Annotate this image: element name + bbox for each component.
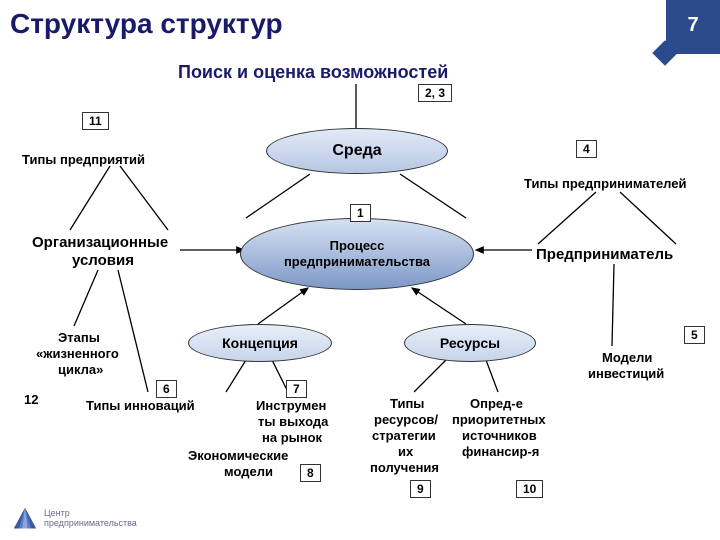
text-prio1: Опред-е — [470, 396, 523, 411]
node-environment-label: Среда — [332, 142, 381, 160]
text-lifecycle1: Этапы — [58, 330, 100, 345]
text-types_entre: Типы предпринимателей — [524, 176, 687, 191]
node-concept-label: Концепция — [222, 335, 298, 351]
text-res_types5: получения — [370, 460, 439, 475]
footer-line-2: предпринимательства — [44, 519, 137, 529]
num-box-n11: 11 — [82, 112, 109, 130]
slide: 7 Структура структур Поиск и оценка возм… — [0, 0, 720, 540]
text-instr3: на рынок — [262, 430, 322, 445]
node-resources-label: Ресурсы — [440, 335, 500, 351]
text-res_types2: ресурсов/ — [374, 412, 438, 427]
num-box-n10: 10 — [516, 480, 543, 498]
text-lifecycle2: «жизненного — [36, 346, 119, 361]
text-org_cond2: условия — [72, 252, 134, 269]
num-box-n5: 5 — [684, 326, 705, 344]
text-org_cond1: Организационные — [32, 234, 168, 251]
text-res_types1: Типы — [390, 396, 424, 411]
slide-title: Структура структур — [10, 8, 283, 40]
num-box-n1: 1 — [350, 204, 371, 222]
text-invest1: Модели — [602, 350, 652, 365]
logo-icon — [12, 506, 38, 532]
num-box-n8: 8 — [300, 464, 321, 482]
text-prio2: приоритетных — [452, 412, 546, 427]
footer-text: Центр предпринимательства — [44, 509, 137, 529]
node-environment: Среда — [266, 128, 448, 174]
num-n12: 12 — [24, 392, 38, 407]
num-box-n7: 7 — [286, 380, 307, 398]
text-lifecycle3: цикла» — [58, 362, 103, 377]
num-box-n4: 4 — [576, 140, 597, 158]
text-prio4: финансир-я — [462, 444, 539, 459]
node-process-label-1: Процесс — [284, 238, 430, 254]
num-box-n23: 2, 3 — [418, 84, 452, 102]
node-process-label-2: предпринимательства — [284, 254, 430, 270]
text-types_ent: Типы предприятий — [22, 152, 145, 167]
text-res_types3: стратегии — [372, 428, 436, 443]
text-econ2: модели — [224, 464, 273, 479]
node-process: Процесс предпринимательства — [240, 218, 474, 290]
text-invest2: инвестиций — [588, 366, 664, 381]
num-box-n6: 6 — [156, 380, 177, 398]
page-number: 7 — [680, 14, 706, 37]
slide-subtitle: Поиск и оценка возможностей — [178, 62, 448, 83]
text-instr2: ты выхода — [258, 414, 328, 429]
node-resources: Ресурсы — [404, 324, 536, 362]
text-instr1: Инструмен — [256, 398, 326, 413]
node-concept: Концепция — [188, 324, 332, 362]
text-res_types4: их — [398, 444, 413, 459]
text-prio3: источников — [462, 428, 537, 443]
text-innov: Типы инноваций — [86, 398, 195, 413]
text-econ1: Экономические — [188, 448, 288, 463]
text-entrepreneur: Предприниматель — [536, 246, 673, 263]
footer: Центр предпринимательства — [12, 506, 137, 532]
num-box-n9: 9 — [410, 480, 431, 498]
